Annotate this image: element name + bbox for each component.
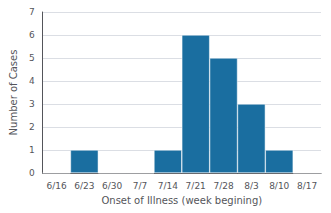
svg-text:6/16: 6/16 (46, 181, 66, 191)
svg-text:6/30: 6/30 (102, 181, 122, 191)
svg-text:7/21: 7/21 (186, 181, 206, 191)
svg-text:Number of Cases: Number of Cases (8, 50, 19, 136)
svg-text:0: 0 (29, 168, 35, 178)
svg-text:7: 7 (29, 7, 35, 17)
svg-text:1: 1 (29, 145, 35, 155)
svg-text:8/10: 8/10 (269, 181, 289, 191)
svg-text:Onset of Illness (week beginin: Onset of Illness (week begining) (101, 195, 262, 206)
svg-text:7/14: 7/14 (158, 181, 178, 191)
svg-text:4: 4 (29, 76, 35, 86)
svg-text:6: 6 (29, 30, 35, 40)
svg-text:8/17: 8/17 (297, 181, 317, 191)
svg-text:6/23: 6/23 (74, 181, 94, 191)
svg-text:5: 5 (29, 53, 35, 63)
svg-text:2: 2 (29, 122, 35, 132)
svg-text:7/7: 7/7 (133, 181, 147, 191)
svg-text:8/3: 8/3 (244, 181, 258, 191)
svg-text:7/28: 7/28 (213, 181, 233, 191)
svg-text:3: 3 (29, 99, 35, 109)
